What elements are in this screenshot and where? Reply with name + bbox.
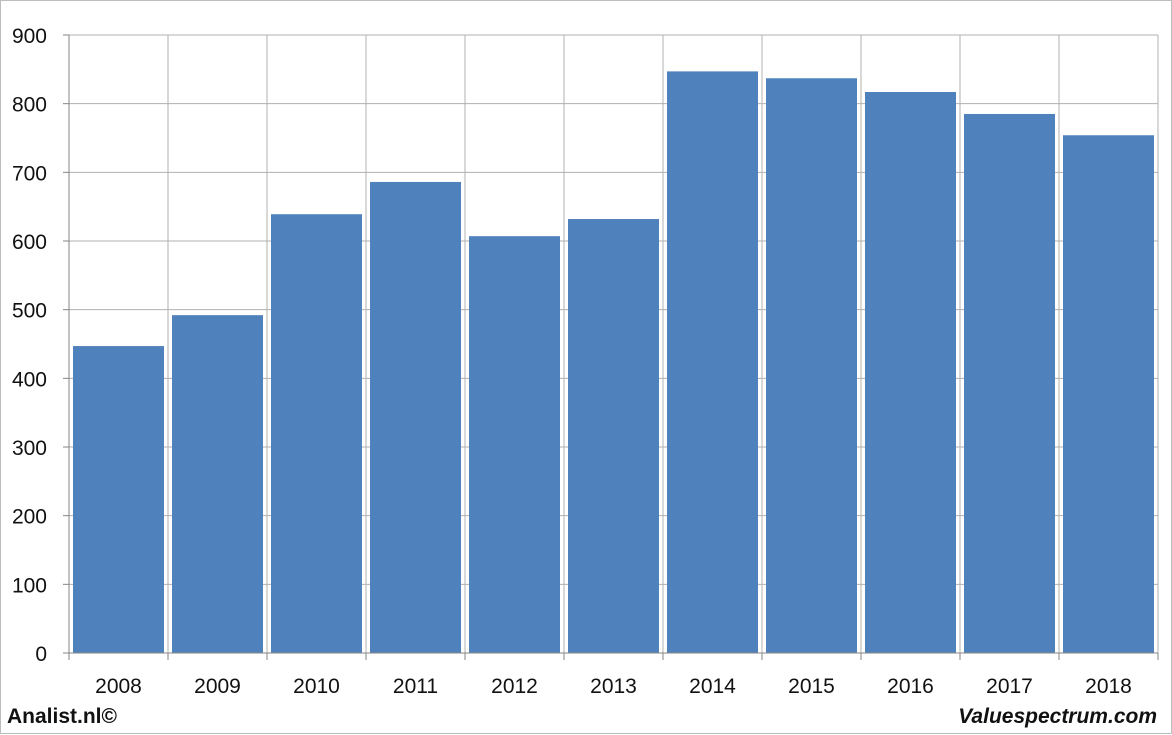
y-tick-label: 100 xyxy=(12,574,47,597)
y-tick-label: 500 xyxy=(12,300,47,323)
bar-2018 xyxy=(1063,135,1154,654)
bar-2008 xyxy=(73,346,164,653)
bar-2011 xyxy=(370,181,461,654)
footer-left-credit: Analist.nl© xyxy=(7,705,117,728)
x-tick-label: 2014 xyxy=(689,675,736,698)
bar-2010 xyxy=(271,214,362,653)
y-tick-label: 700 xyxy=(12,162,47,185)
x-tick-label: 2015 xyxy=(788,675,835,698)
y-tick-label: 0 xyxy=(35,643,47,666)
x-tick-label: 2018 xyxy=(1085,675,1132,698)
x-tick-label: 2012 xyxy=(491,675,538,698)
axes xyxy=(63,34,1159,660)
bars xyxy=(73,71,1154,654)
bar-2014 xyxy=(667,71,758,654)
x-tick-label: 2017 xyxy=(986,675,1033,698)
x-tick-label: 2010 xyxy=(293,675,340,698)
y-tick-labels: 0 100 200 300 400 500 600 700 800 900 xyxy=(12,25,47,666)
x-tick-label: 2013 xyxy=(590,675,637,698)
y-tick-label: 200 xyxy=(12,506,47,529)
bar-2009 xyxy=(172,315,263,653)
bar-2013 xyxy=(568,219,659,653)
bar-2017 xyxy=(964,113,1055,653)
x-tick-label: 2008 xyxy=(95,675,142,698)
x-tick-label: 2016 xyxy=(887,675,934,698)
y-tick-label: 400 xyxy=(12,368,47,391)
y-tick-label: 900 xyxy=(12,25,47,48)
y-tick-label: 300 xyxy=(12,437,47,460)
y-tick-label: 800 xyxy=(12,94,47,117)
y-tick-label: 600 xyxy=(12,231,47,254)
bar-2012 xyxy=(469,236,560,653)
bar-2015 xyxy=(766,78,857,653)
x-tick-labels: 2008 2009 2010 2011 2012 2013 2014 2015 2016 2017… xyxy=(95,675,1132,698)
bar-2016 xyxy=(865,91,956,653)
footer-right-credit: Valuespectrum.com xyxy=(958,705,1157,728)
x-tick-label: 2009 xyxy=(194,675,241,698)
x-tick-label: 2011 xyxy=(393,675,438,698)
